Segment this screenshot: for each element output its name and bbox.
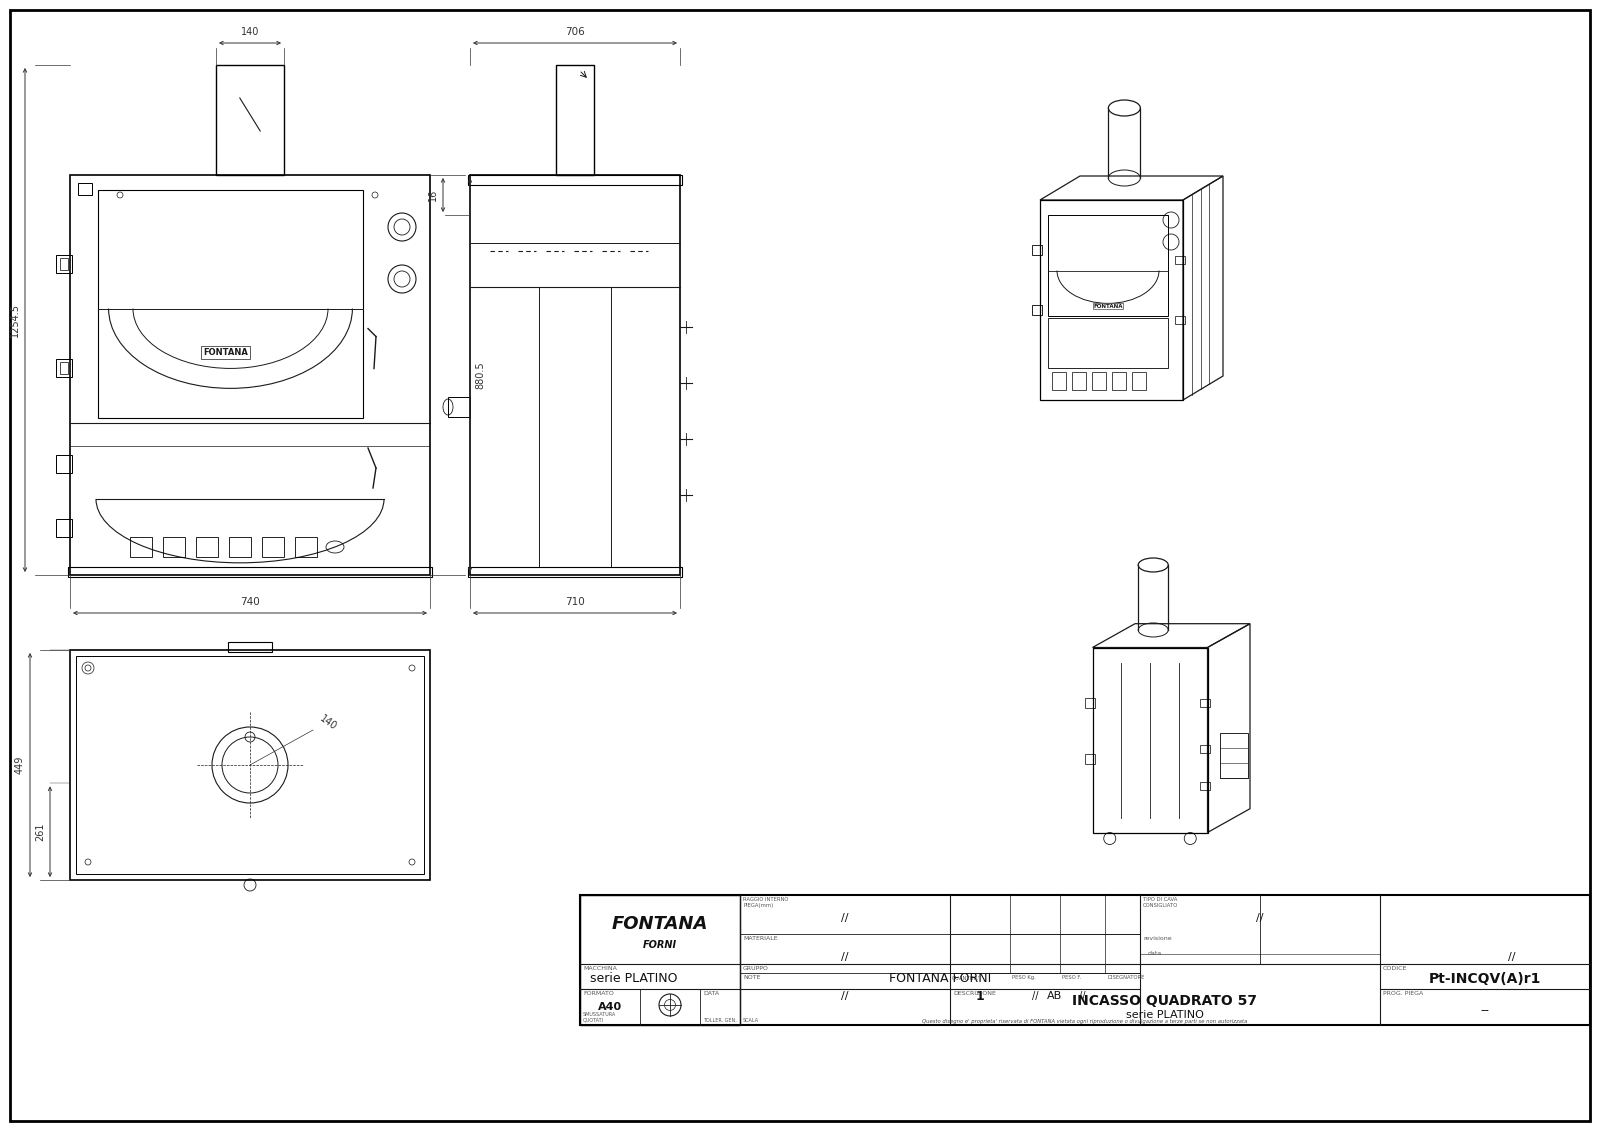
Text: PESO F.: PESO F. xyxy=(1062,975,1082,979)
Text: 706: 706 xyxy=(565,27,586,37)
Text: TIPO DI CAVA
CONSIGLIATO: TIPO DI CAVA CONSIGLIATO xyxy=(1142,897,1178,908)
Bar xyxy=(448,397,470,417)
Bar xyxy=(1085,753,1094,763)
Bar xyxy=(229,642,272,651)
Text: //: // xyxy=(842,914,848,923)
Text: 710: 710 xyxy=(565,597,586,607)
Text: MACCHINA: MACCHINA xyxy=(582,966,618,970)
Bar xyxy=(470,175,680,575)
Text: 1: 1 xyxy=(976,990,984,1003)
Text: DESCRIZIONE: DESCRIZIONE xyxy=(954,991,995,995)
Text: DATA: DATA xyxy=(702,991,718,995)
Text: Pt-INCQV(A)r1: Pt-INCQV(A)r1 xyxy=(1429,972,1541,986)
Bar xyxy=(1093,648,1208,832)
Text: TOLLER. GEN.: TOLLER. GEN. xyxy=(702,1018,736,1024)
Text: CODICE: CODICE xyxy=(1382,966,1408,970)
Bar xyxy=(1053,372,1066,390)
Bar xyxy=(130,537,152,556)
Text: PROG. PIEGA: PROG. PIEGA xyxy=(1382,991,1424,995)
Text: FONTANA: FONTANA xyxy=(611,915,709,933)
Text: QUANTITA': QUANTITA' xyxy=(952,975,981,979)
Text: 1254.5: 1254.5 xyxy=(10,303,19,337)
Text: //: // xyxy=(842,992,848,1001)
Text: 16: 16 xyxy=(429,189,438,201)
Text: 140: 140 xyxy=(318,714,339,733)
Bar xyxy=(1174,256,1186,264)
Bar xyxy=(1112,372,1126,390)
Bar xyxy=(1048,318,1168,369)
Text: --: -- xyxy=(1480,1004,1490,1017)
Text: FONTANA: FONTANA xyxy=(1093,303,1123,309)
Bar xyxy=(78,183,93,195)
Bar xyxy=(262,537,285,556)
Text: SCALA: SCALA xyxy=(742,1018,758,1024)
Bar xyxy=(467,567,682,577)
Bar xyxy=(1174,316,1186,323)
Text: MATERIALE: MATERIALE xyxy=(742,936,778,941)
Text: 880.5: 880.5 xyxy=(475,361,485,389)
Text: serie PLATINO: serie PLATINO xyxy=(1126,1010,1203,1020)
Bar xyxy=(1200,745,1210,753)
Text: FORNI: FORNI xyxy=(643,940,677,950)
Bar xyxy=(1048,215,1168,316)
Text: 261: 261 xyxy=(35,822,45,841)
Text: FONTANA FORNI: FONTANA FORNI xyxy=(890,973,990,985)
Bar xyxy=(1091,372,1106,390)
Text: A40: A40 xyxy=(598,1002,622,1012)
Text: FONTANA: FONTANA xyxy=(203,348,248,357)
Bar xyxy=(216,64,285,175)
Bar xyxy=(56,359,72,377)
Bar xyxy=(70,650,430,880)
Bar xyxy=(557,64,594,175)
Bar xyxy=(229,537,251,556)
Text: //: // xyxy=(1032,992,1038,1001)
Bar xyxy=(1133,372,1146,390)
Bar xyxy=(1072,372,1086,390)
Bar xyxy=(67,567,432,577)
Bar xyxy=(61,258,67,270)
Bar xyxy=(56,519,72,537)
Text: revisione: revisione xyxy=(1142,936,1171,941)
Bar xyxy=(1040,200,1182,400)
Text: RAGGIO INTERNO
PIEGA(mm): RAGGIO INTERNO PIEGA(mm) xyxy=(742,897,789,908)
Bar xyxy=(1221,733,1248,778)
Text: DISEGNATORE: DISEGNATORE xyxy=(1107,975,1144,979)
Bar xyxy=(163,537,186,556)
Bar xyxy=(98,190,363,418)
Bar xyxy=(1200,783,1210,791)
Bar xyxy=(294,537,317,556)
Bar xyxy=(70,175,430,575)
Text: GRUPPO: GRUPPO xyxy=(742,966,770,970)
Bar xyxy=(77,656,424,874)
Text: AB: AB xyxy=(1048,992,1062,1001)
Text: 449: 449 xyxy=(14,756,26,775)
Text: FORMATO: FORMATO xyxy=(582,991,614,995)
Bar xyxy=(579,895,1590,1025)
Bar xyxy=(579,895,739,1025)
Text: serie PLATINO: serie PLATINO xyxy=(590,973,677,985)
Text: INCASSO QUADRATO 57: INCASSO QUADRATO 57 xyxy=(1072,994,1258,1009)
Text: NOTE: NOTE xyxy=(742,975,760,979)
Bar xyxy=(1200,699,1210,707)
Text: //: // xyxy=(1509,952,1515,962)
Bar xyxy=(195,537,218,556)
Text: 140: 140 xyxy=(242,27,259,37)
Text: //: // xyxy=(1256,914,1264,923)
Text: SMUSSATURA
QUOTATI: SMUSSATURA QUOTATI xyxy=(582,1012,616,1024)
Text: data: data xyxy=(1149,951,1162,956)
Bar xyxy=(56,254,72,273)
Text: 740: 740 xyxy=(240,597,259,607)
Bar xyxy=(467,175,682,185)
Bar xyxy=(1085,698,1094,708)
Bar xyxy=(56,455,72,473)
Bar xyxy=(1032,245,1042,254)
Bar xyxy=(61,362,67,374)
Text: Questo disegno e' proprieta' riservata di FONTANA vietata ogni riproduzione o di: Questo disegno e' proprieta' riservata d… xyxy=(922,1019,1248,1024)
Text: //: // xyxy=(842,952,848,962)
Text: //: // xyxy=(1080,992,1086,1001)
Bar xyxy=(1032,305,1042,316)
Text: PESO Kg.: PESO Kg. xyxy=(1013,975,1035,979)
